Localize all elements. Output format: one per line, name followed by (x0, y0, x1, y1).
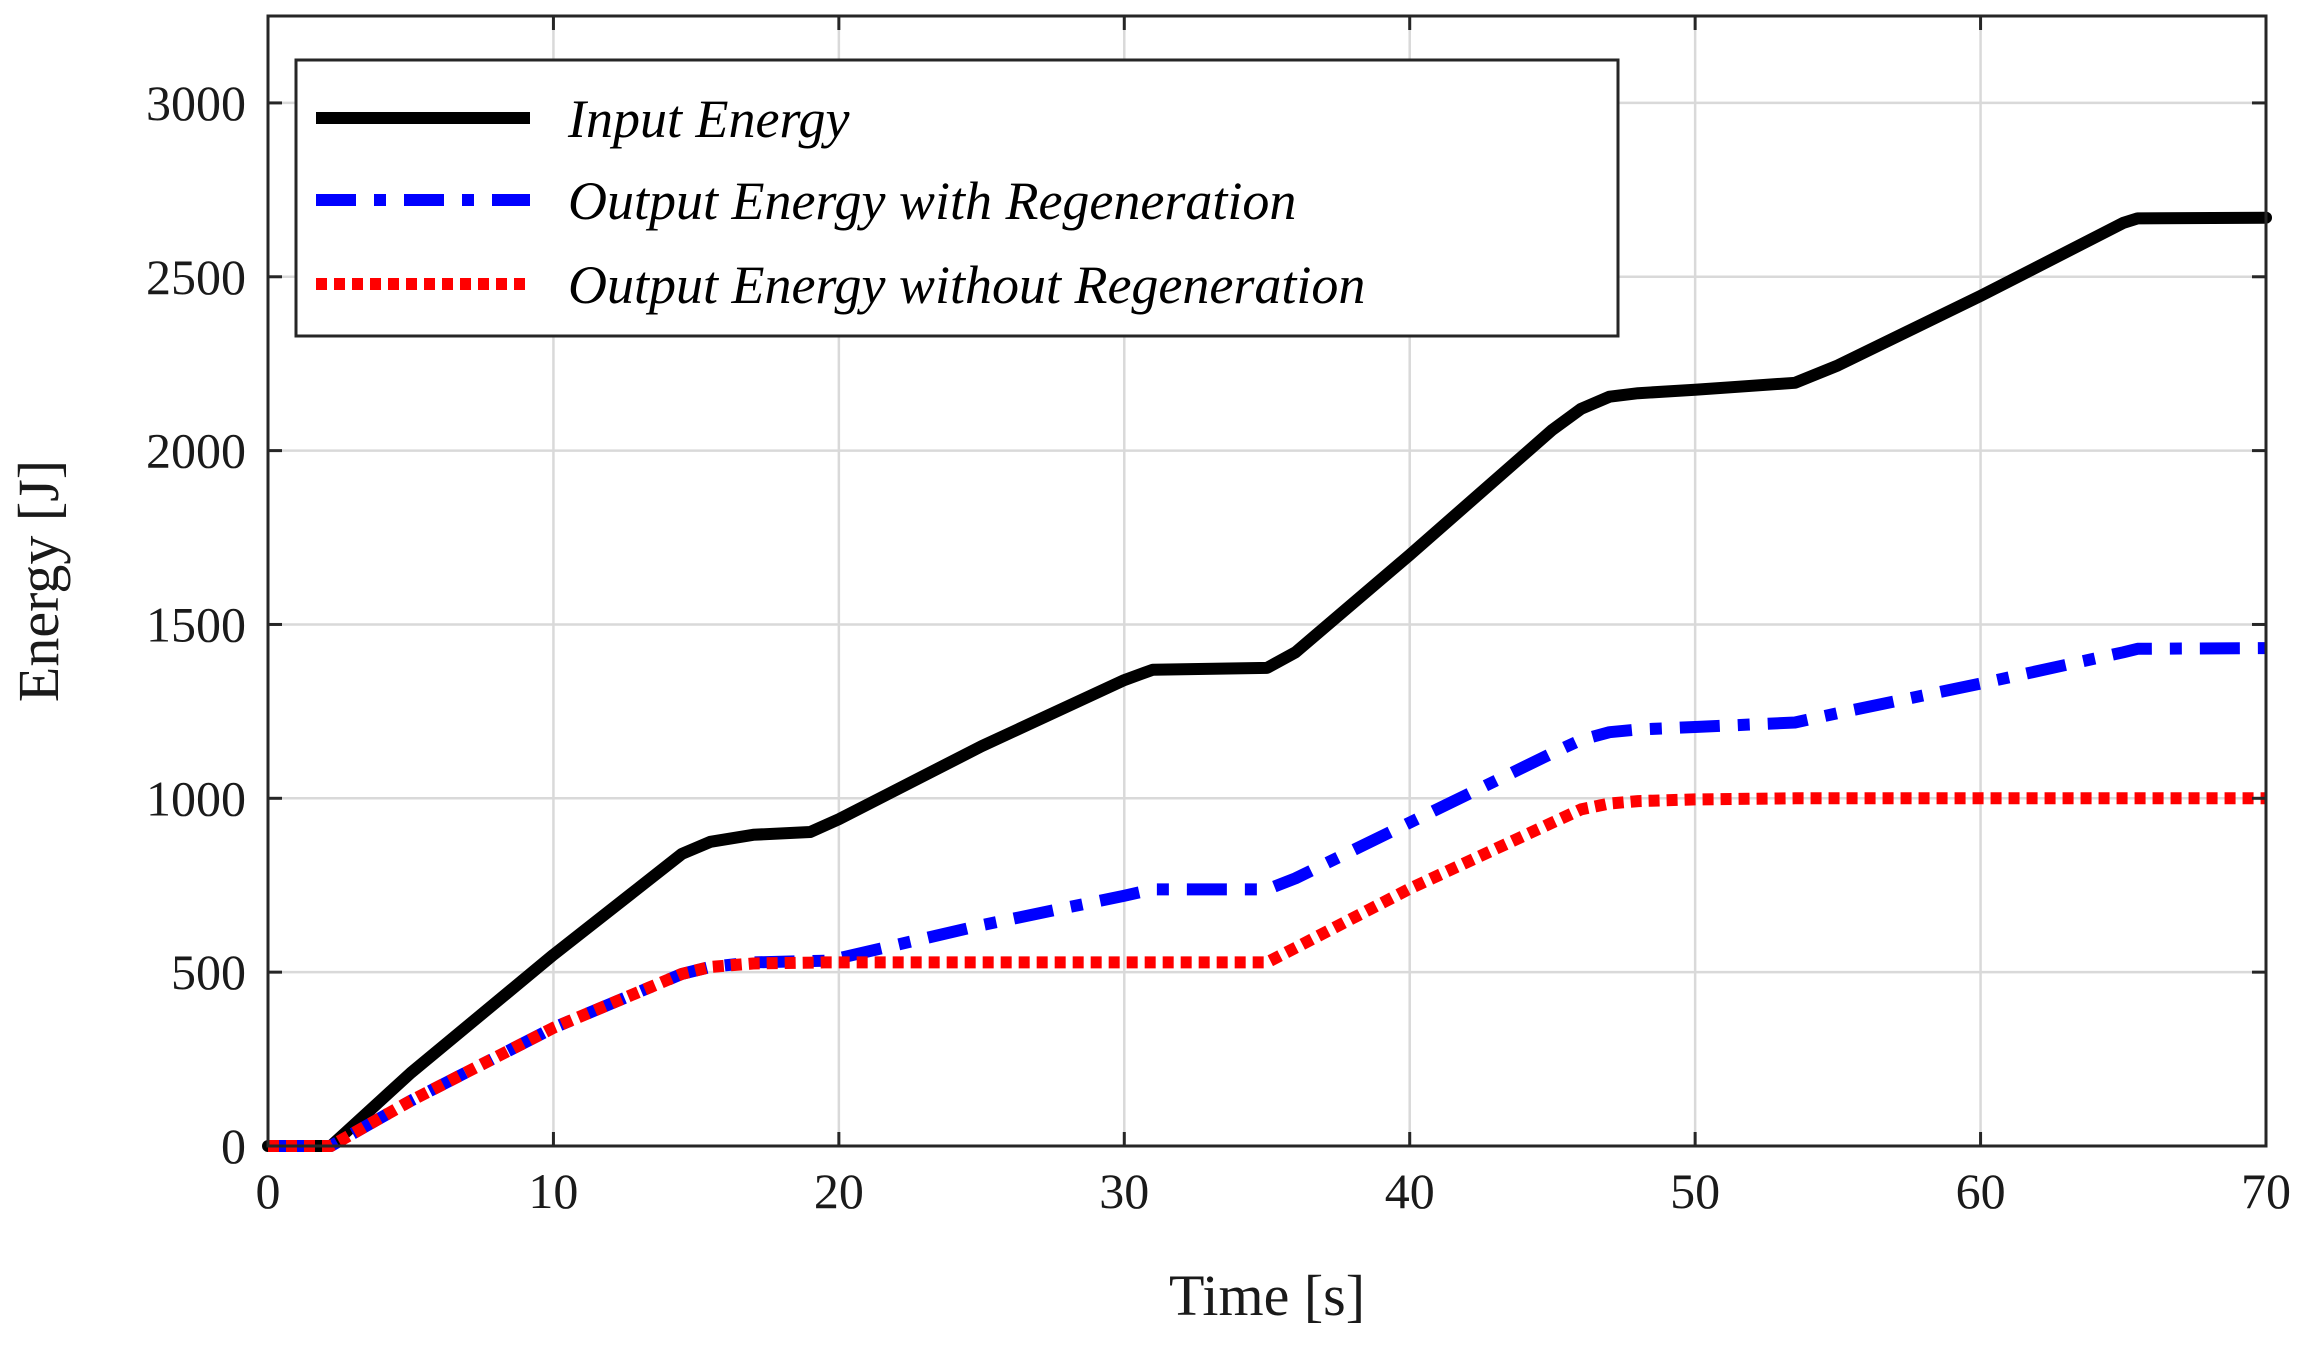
x-tick-label: 0 (256, 1163, 281, 1219)
x-tick-label: 30 (1099, 1163, 1149, 1219)
x-tick-label: 70 (2241, 1163, 2291, 1219)
y-tick-label: 1500 (146, 596, 246, 652)
x-tick-label: 40 (1385, 1163, 1435, 1219)
legend-label-output-with-regen: Output Energy with Regeneration (568, 171, 1296, 231)
y-tick-label: 3000 (146, 75, 246, 131)
tick-labels: 0 10 20 30 40 50 60 70 0 500 1000 1500 2000 2500 3000 (146, 75, 2291, 1219)
x-axis-label: Time [s] (1169, 1263, 1365, 1328)
series-layer (262, 211, 2272, 1152)
series-line-input-energy (262, 211, 2272, 1152)
x-tick-label: 10 (528, 1163, 578, 1219)
x-tick-label: 20 (814, 1163, 864, 1219)
series-line-output-energy-without-regeneration (268, 792, 2266, 1152)
x-tick-label: 50 (1670, 1163, 1720, 1219)
legend-label-input-energy: Input Energy (567, 89, 849, 149)
y-tick-label: 0 (221, 1118, 246, 1174)
plot-area-border (266, 14, 2268, 1148)
x-tick-label: 60 (1956, 1163, 2006, 1219)
y-tick-label: 1000 (146, 770, 246, 826)
ticks (266, 16, 2268, 1148)
legend-label-output-without-regen: Output Energy without Regeneration (568, 255, 1365, 315)
y-axis-label: Energy [J] (6, 460, 71, 702)
legend: Input Energy Output Energy with Regenera… (294, 58, 1620, 338)
y-tick-label: 2500 (146, 249, 246, 305)
y-tick-label: 2000 (146, 423, 246, 479)
y-tick-label: 500 (171, 944, 246, 1000)
